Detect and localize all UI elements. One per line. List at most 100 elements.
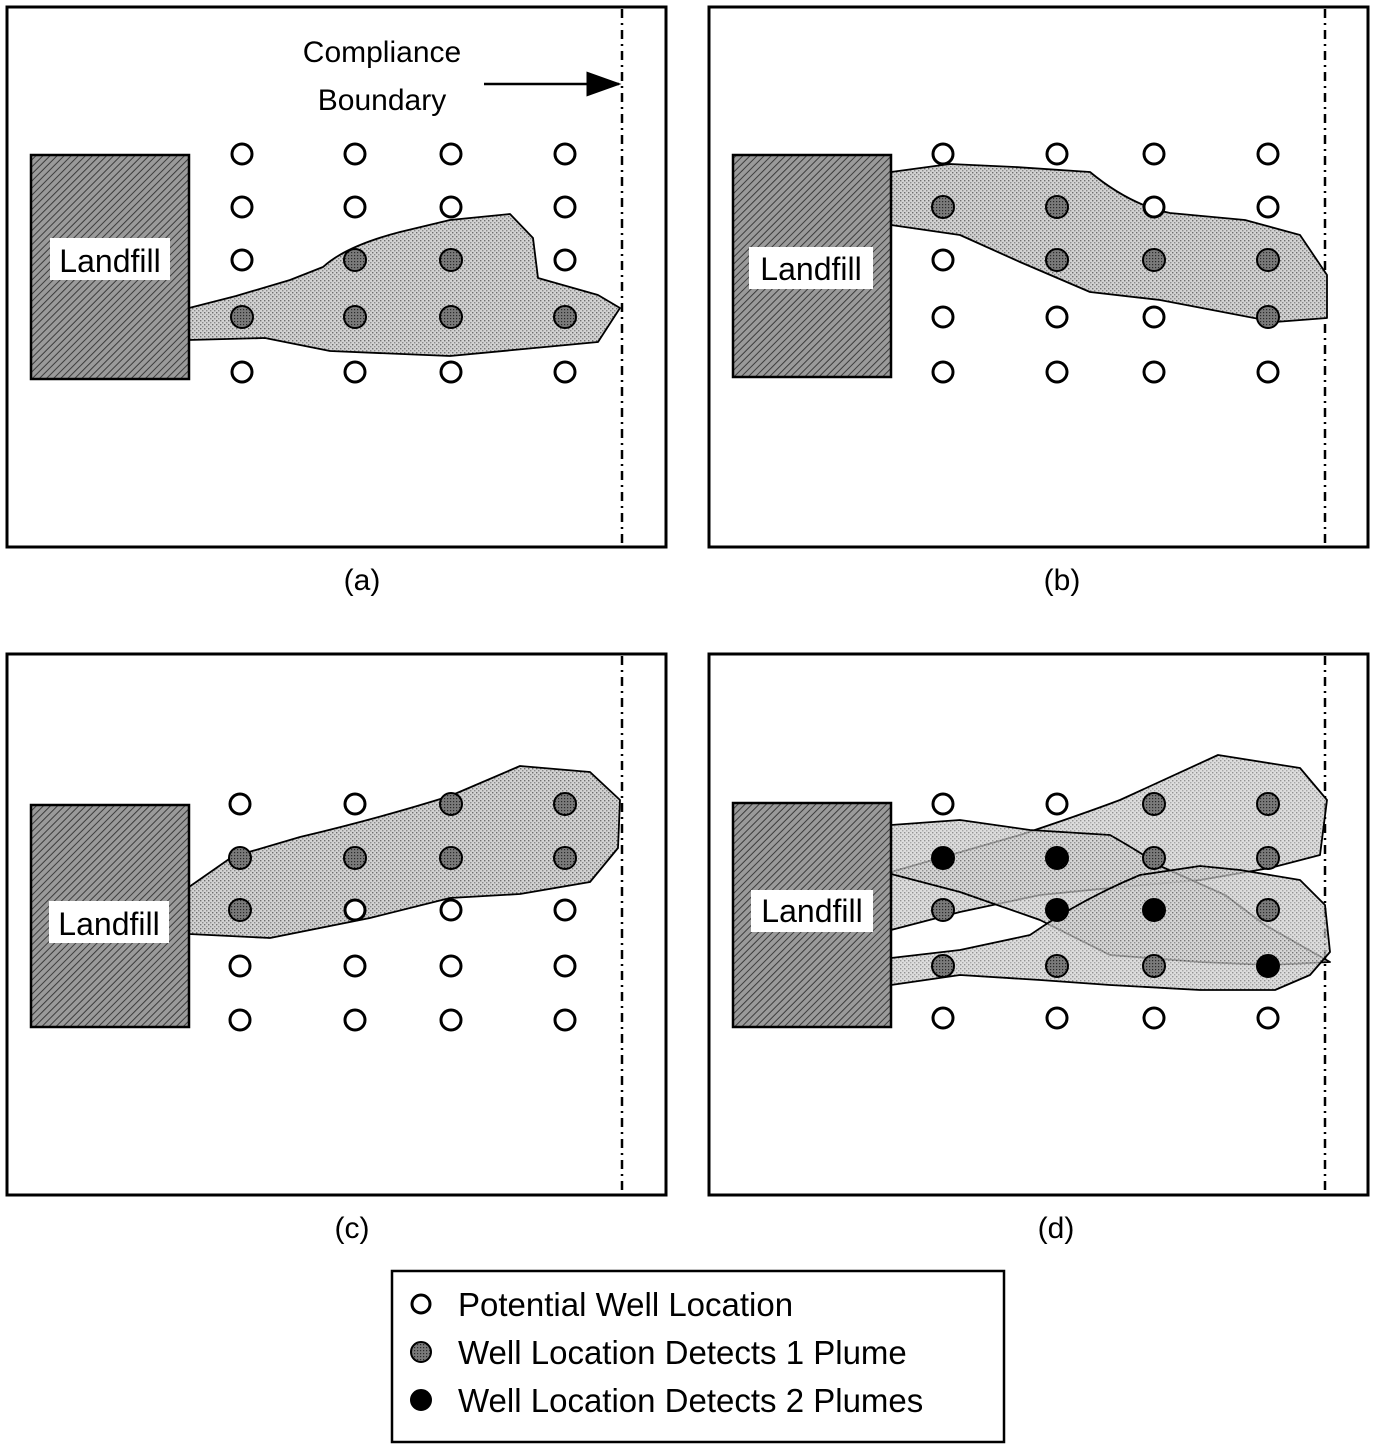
potential-well-marker xyxy=(1045,1006,1069,1030)
potential-well-marker xyxy=(439,898,463,922)
potential-well-marker xyxy=(343,1008,367,1032)
potential-well-marker xyxy=(931,248,955,272)
potential-well-marker xyxy=(228,1008,252,1032)
one-plume-well-marker xyxy=(228,898,252,922)
landfill-label-bg xyxy=(50,238,170,280)
panel-b: Landfill (b) xyxy=(707,5,1370,597)
one-plume-well-marker xyxy=(343,248,367,272)
well-grid-b xyxy=(931,142,1280,384)
one-plume-well-marker xyxy=(1045,954,1069,978)
one-plume-well-marker xyxy=(931,954,955,978)
potential-well-marker xyxy=(439,195,463,219)
legend-item-label: Well Location Detects 1 Plume xyxy=(458,1334,907,1371)
potential-well-marker xyxy=(230,195,254,219)
panel-b-caption: (b) xyxy=(1044,564,1081,597)
potential-well-marker xyxy=(1256,142,1280,166)
one-plume-well-marker xyxy=(230,305,254,329)
one-plume-well-marker xyxy=(343,846,367,870)
potential-well-marker xyxy=(343,954,367,978)
potential-well-marker xyxy=(1142,360,1166,384)
potential-well-marker xyxy=(931,792,955,816)
potential-well-marker xyxy=(553,954,577,978)
potential-well-marker xyxy=(1142,1006,1166,1030)
potential-well-marker xyxy=(343,792,367,816)
potential-well-marker xyxy=(228,954,252,978)
potential-well-marker xyxy=(230,142,254,166)
potential-well-marker xyxy=(553,195,577,219)
legend-potential-well-icon xyxy=(410,1293,432,1315)
potential-well-marker xyxy=(553,248,577,272)
potential-well-marker xyxy=(1142,142,1166,166)
legend: Potential Well Location Well Location De… xyxy=(390,1269,1006,1444)
potential-well-marker xyxy=(931,142,955,166)
plume xyxy=(188,213,621,357)
one-plume-well-marker xyxy=(1045,248,1069,272)
two-plume-well-marker xyxy=(1142,898,1166,922)
panel-c: Landfill (c) xyxy=(5,652,668,1245)
potential-well-marker xyxy=(439,1008,463,1032)
legend-item-label: Potential Well Location xyxy=(458,1286,793,1323)
potential-well-marker xyxy=(343,195,367,219)
potential-well-marker xyxy=(343,898,367,922)
landfill-label: Landfill xyxy=(760,251,861,287)
panel-a-caption: (a) xyxy=(344,564,381,597)
one-plume-well-marker xyxy=(439,846,463,870)
potential-well-marker xyxy=(553,142,577,166)
potential-well-marker xyxy=(439,360,463,384)
one-plume-well-marker xyxy=(1256,846,1280,870)
plume xyxy=(188,765,621,939)
one-plume-well-marker xyxy=(228,846,252,870)
two-plume-well-marker xyxy=(1045,898,1069,922)
potential-well-marker xyxy=(553,1008,577,1032)
potential-well-marker xyxy=(1256,360,1280,384)
one-plume-well-marker xyxy=(1142,792,1166,816)
potential-well-marker xyxy=(230,360,254,384)
potential-well-marker xyxy=(931,305,955,329)
potential-well-marker xyxy=(230,248,254,272)
landfill-label: Landfill xyxy=(58,906,159,942)
two-plume-well-marker xyxy=(1256,954,1280,978)
one-plume-well-marker xyxy=(553,846,577,870)
compliance-annotation-line1: Compliance xyxy=(303,36,461,69)
panel-c-caption: (c) xyxy=(335,1212,370,1245)
potential-well-marker xyxy=(553,898,577,922)
two-plume-well-marker xyxy=(931,846,955,870)
landfill-label-bg xyxy=(749,247,873,289)
landfill-label: Landfill xyxy=(59,243,160,279)
one-plume-well-marker xyxy=(553,792,577,816)
compliance-annotation-line2: Boundary xyxy=(318,84,446,117)
one-plume-well-marker xyxy=(439,792,463,816)
landfill-label-bg xyxy=(751,890,873,932)
potential-well-marker xyxy=(1045,792,1069,816)
panel-d-caption: (d) xyxy=(1038,1212,1075,1245)
one-plume-well-marker xyxy=(439,305,463,329)
one-plume-well-marker xyxy=(439,248,463,272)
panel-a: Compliance Boundary Landfill (a) xyxy=(5,5,668,597)
one-plume-well-marker xyxy=(553,305,577,329)
one-plume-well-marker xyxy=(1045,195,1069,219)
two-plume-well-marker xyxy=(1045,846,1069,870)
well-grid-d xyxy=(931,792,1280,1030)
potential-well-marker xyxy=(931,360,955,384)
one-plume-well-marker xyxy=(931,195,955,219)
potential-well-marker xyxy=(1256,1006,1280,1030)
potential-well-marker xyxy=(439,142,463,166)
legend-two-plume-well-icon xyxy=(410,1389,432,1411)
potential-well-marker xyxy=(228,792,252,816)
one-plume-well-marker xyxy=(1256,248,1280,272)
landfill-label: Landfill xyxy=(761,893,862,929)
potential-well-marker xyxy=(1142,195,1166,219)
potential-well-marker xyxy=(1045,142,1069,166)
potential-well-marker xyxy=(931,1006,955,1030)
potential-well-marker xyxy=(439,954,463,978)
potential-well-marker xyxy=(1045,360,1069,384)
well-grid-a xyxy=(230,142,577,384)
legend-one-plume-well-icon xyxy=(410,1341,432,1363)
one-plume-well-marker xyxy=(1256,898,1280,922)
one-plume-well-marker xyxy=(1256,305,1280,329)
legend-item-label: Well Location Detects 2 Plumes xyxy=(458,1382,923,1419)
potential-well-marker xyxy=(343,142,367,166)
panel-d: Landfill (d) xyxy=(707,652,1370,1245)
potential-well-marker xyxy=(1142,305,1166,329)
